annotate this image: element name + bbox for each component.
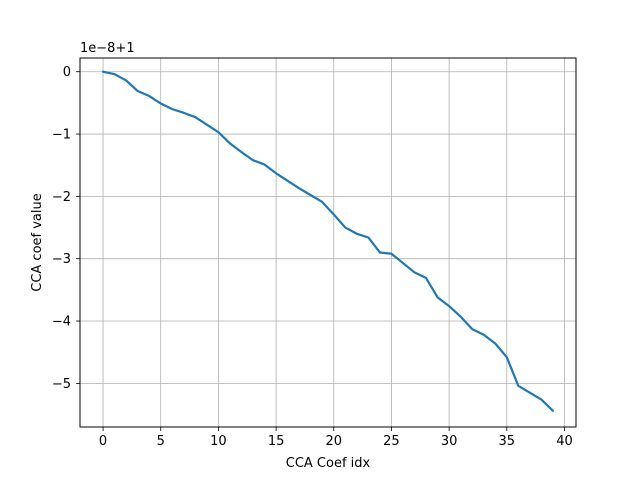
x-axis-ticks: 0 5 10 15 20 25 30 35 40: [99, 427, 573, 449]
x-tick-label: 5: [157, 434, 165, 449]
plot-frame: [79, 57, 577, 428]
x-tick-label: 20: [325, 434, 342, 449]
y-axis-ticks: 0 −1 −2 −3 −4 −5: [52, 65, 80, 392]
x-tick-label: 15: [268, 434, 285, 449]
x-tick-label: 35: [499, 434, 516, 449]
x-tick-label: 10: [210, 434, 227, 449]
y-tick-label: −1: [52, 128, 71, 143]
y-tick-label: −2: [52, 190, 71, 205]
x-tick-label: 40: [556, 434, 573, 449]
x-tick-label: 0: [99, 434, 107, 449]
x-tick-label: 25: [383, 434, 400, 449]
series-line: [101, 70, 555, 412]
x-tick-label: 30: [441, 434, 458, 449]
y-axis-offset-text: 1e−8+1: [80, 41, 135, 56]
y-tick-label: 0: [63, 65, 71, 80]
y-tick-label: −5: [52, 377, 71, 392]
x-axis-label: CCA Coef idx: [286, 456, 371, 471]
y-tick-label: −4: [52, 315, 71, 330]
y-tick-label: −3: [52, 252, 71, 267]
y-axis-label: CCA coef value: [30, 193, 45, 292]
series-layer: [101, 70, 555, 412]
grid-layer: [80, 58, 576, 427]
